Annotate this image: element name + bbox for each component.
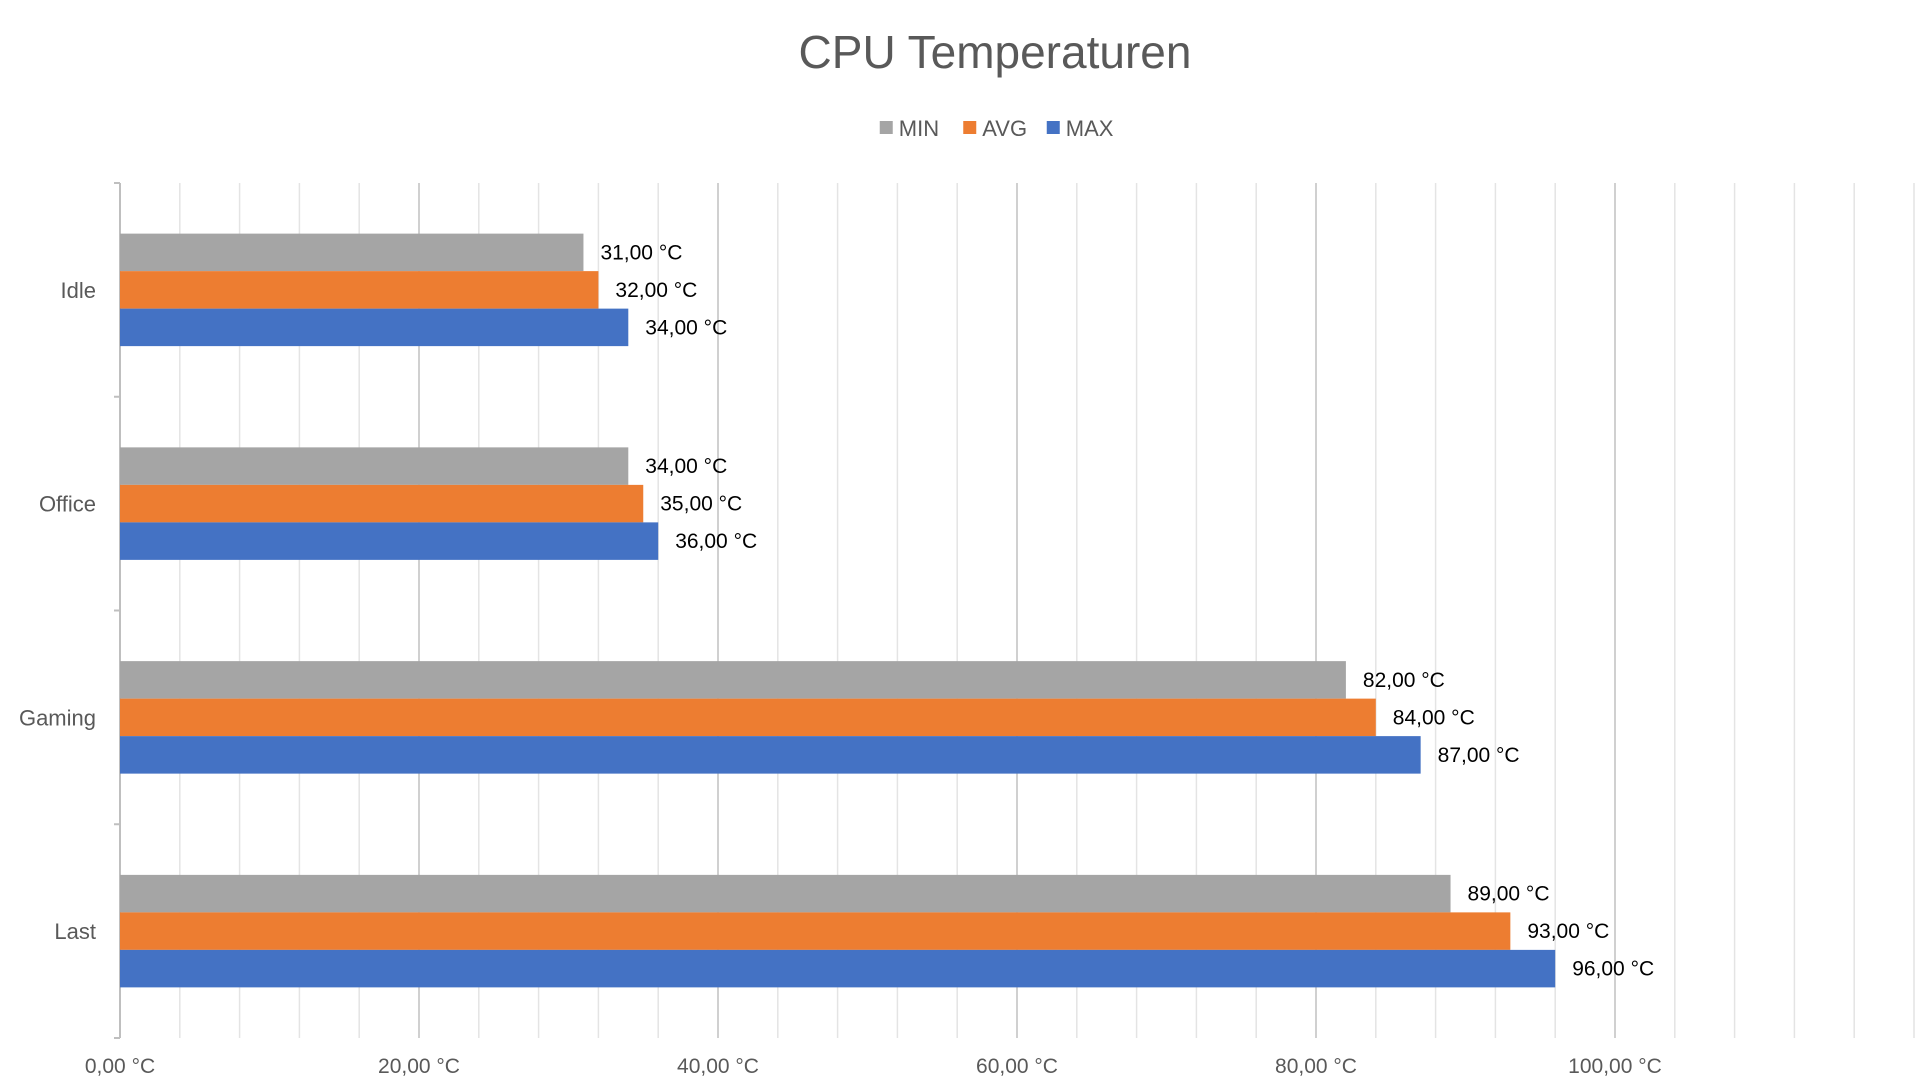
legend-label: MAX (1066, 116, 1114, 141)
bar-max-idle (120, 308, 629, 347)
bar-max-gaming (120, 736, 1421, 774)
legend-swatch-avg (963, 121, 977, 134)
legend-swatch-max (1046, 121, 1060, 134)
bar-min-idle (120, 233, 584, 272)
legend-label: AVG (982, 116, 1027, 141)
y-axis (114, 182, 121, 1039)
category-label: Idle (61, 278, 96, 303)
category-label: Office (39, 492, 96, 517)
data-label: 34,00 °C (645, 455, 727, 478)
data-label: 93,00 °C (1527, 920, 1609, 943)
bar-max-office (120, 522, 659, 560)
legend-label: MIN (899, 116, 939, 141)
data-label: 31,00 °C (600, 241, 682, 264)
x-tick-label: 40,00 °C (677, 1055, 759, 1078)
legend-swatch-min (879, 121, 893, 134)
x-tick-label: 60,00 °C (976, 1055, 1058, 1078)
bar-min-last (120, 874, 1451, 913)
category-label: Last (54, 919, 96, 944)
data-label: 32,00 °C (615, 279, 697, 302)
bar-max-last (120, 949, 1556, 988)
bar-avg-idle (120, 271, 599, 309)
data-label: 36,00 °C (675, 530, 757, 553)
data-labels: 31,00 °C 32,00 °C 34,00 °C 34,00 °C 35,00 °C… (600, 241, 1654, 980)
x-tick-label: 100,00 °C (1568, 1055, 1662, 1078)
category-labels: Idle Office Gaming Last (19, 278, 96, 944)
bar-avg-gaming (120, 698, 1376, 737)
bar-min-office (120, 447, 629, 485)
data-label: 89,00 °C (1468, 883, 1550, 906)
bars (120, 233, 1556, 988)
data-label: 34,00 °C (645, 316, 727, 339)
data-label: 87,00 °C (1438, 744, 1520, 767)
legend: MIN AVG MAX (879, 116, 1114, 141)
chart-title: CPU Temperaturen (799, 26, 1192, 78)
data-label: 82,00 °C (1363, 669, 1445, 692)
x-tick-label: 80,00 °C (1275, 1055, 1357, 1078)
x-tick-label: 20,00 °C (378, 1055, 460, 1078)
x-tick-label: 0,00 °C (85, 1055, 155, 1078)
data-label: 35,00 °C (660, 493, 742, 516)
category-label: Gaming (19, 705, 96, 730)
data-label: 96,00 °C (1572, 958, 1654, 981)
x-axis-labels: 0,00 °C 20,00 °C 40,00 °C 60,00 °C 80,00 °C 1… (85, 1055, 1662, 1078)
bar-avg-last (120, 912, 1511, 950)
bar-avg-office (120, 484, 644, 523)
data-label: 84,00 °C (1393, 706, 1475, 729)
bar-min-gaming (120, 661, 1346, 699)
